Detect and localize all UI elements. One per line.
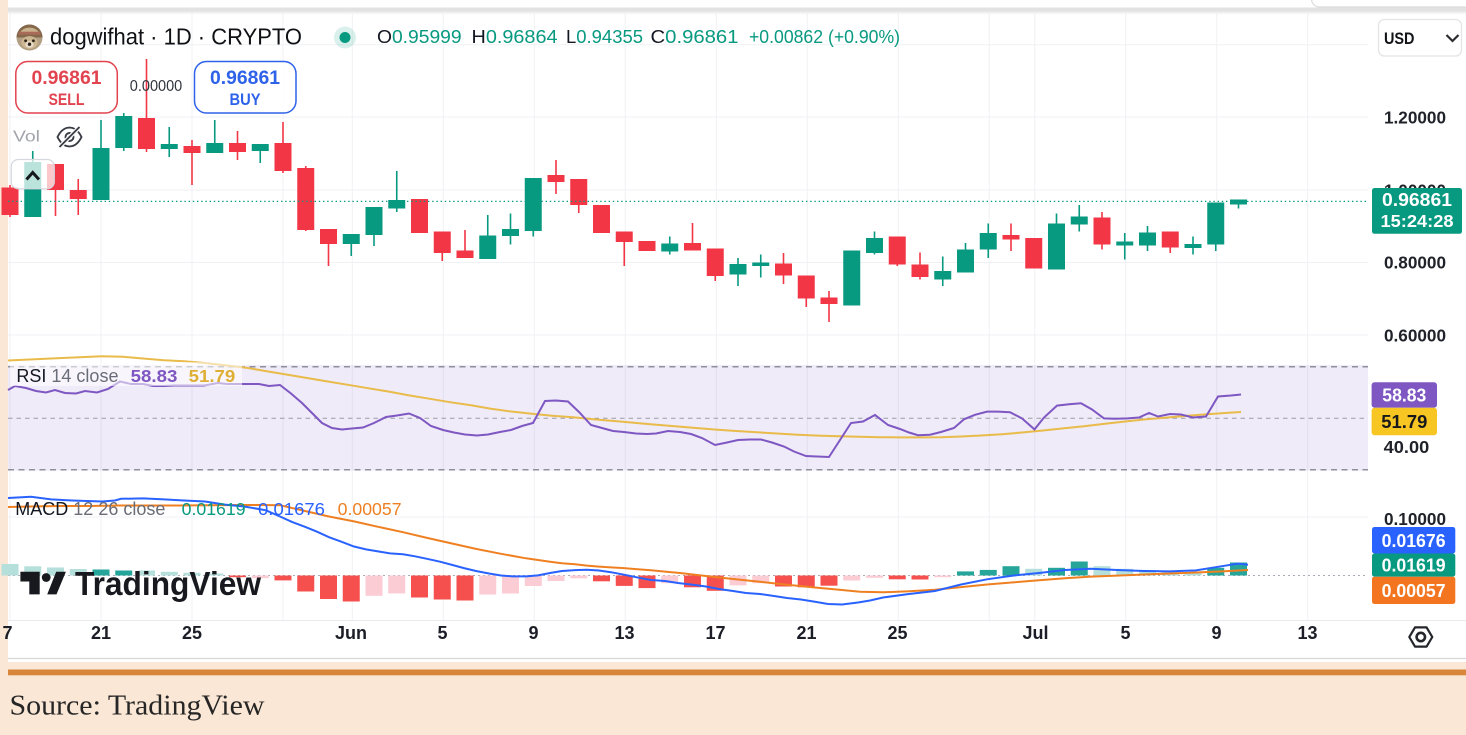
- svg-text:0.01619: 0.01619: [182, 499, 246, 519]
- svg-text:SELL: SELL: [49, 90, 85, 109]
- svg-text:Source: TradingView: Source: TradingView: [10, 690, 265, 722]
- svg-text:17: 17: [705, 623, 725, 643]
- svg-text:O0.95999: O0.95999: [377, 26, 462, 47]
- svg-text:BUY: BUY: [230, 90, 262, 109]
- svg-text:Jun: Jun: [335, 623, 367, 643]
- svg-text:0.60000: 0.60000: [1384, 325, 1446, 345]
- svg-text:0.96861: 0.96861: [210, 67, 280, 89]
- svg-text:Vol: Vol: [13, 129, 40, 146]
- svg-text:58.83: 58.83: [1382, 386, 1426, 406]
- svg-text:1.20000: 1.20000: [1384, 107, 1446, 127]
- svg-text:dogwifhat · 1D · CRYPTO: dogwifhat · 1D · CRYPTO: [50, 24, 302, 50]
- svg-text:H0.96864: H0.96864: [472, 26, 558, 47]
- svg-text:13: 13: [614, 623, 634, 643]
- svg-text:0.01619: 0.01619: [1382, 556, 1446, 576]
- svg-text:15:24:28: 15:24:28: [1381, 211, 1454, 231]
- svg-text:C0.96861: C0.96861: [651, 26, 739, 47]
- svg-text:MACD 12 26 close: MACD 12 26 close: [15, 499, 165, 519]
- svg-text:40.00: 40.00: [1384, 437, 1430, 457]
- svg-text:9: 9: [528, 623, 538, 643]
- svg-text:21: 21: [91, 623, 111, 643]
- svg-text:RSI 14 close: RSI 14 close: [16, 366, 118, 386]
- svg-text:0.00057: 0.00057: [338, 499, 402, 519]
- svg-text:USD: USD: [1384, 29, 1415, 48]
- svg-text:25: 25: [887, 623, 907, 643]
- svg-text:21: 21: [796, 623, 816, 643]
- svg-text:9: 9: [1211, 623, 1221, 643]
- svg-text:0.96861: 0.96861: [1382, 190, 1452, 210]
- svg-text:51.79: 51.79: [189, 366, 236, 386]
- svg-text:13: 13: [1297, 623, 1317, 643]
- svg-text:TradingView: TradingView: [75, 565, 261, 602]
- svg-text:7: 7: [2, 623, 12, 643]
- svg-text:51.79: 51.79: [1381, 412, 1427, 432]
- svg-text:5: 5: [437, 623, 447, 643]
- svg-text:0.00000: 0.00000: [130, 78, 183, 95]
- svg-text:0.00057: 0.00057: [1382, 581, 1446, 601]
- svg-text:5: 5: [1120, 623, 1130, 643]
- svg-text:Jul: Jul: [1022, 623, 1048, 643]
- svg-text:0.96861: 0.96861: [32, 67, 102, 89]
- svg-text:+0.00862 (+0.90%): +0.00862 (+0.90%): [749, 26, 900, 47]
- svg-text:0.80000: 0.80000: [1384, 252, 1446, 272]
- svg-text:58.83: 58.83: [131, 366, 178, 386]
- svg-text:L0.94355: L0.94355: [566, 26, 643, 47]
- svg-text:0.01676: 0.01676: [258, 499, 325, 519]
- svg-text:0.10000: 0.10000: [1384, 509, 1446, 529]
- svg-text:0.01676: 0.01676: [1382, 531, 1446, 551]
- svg-text:25: 25: [182, 623, 202, 643]
